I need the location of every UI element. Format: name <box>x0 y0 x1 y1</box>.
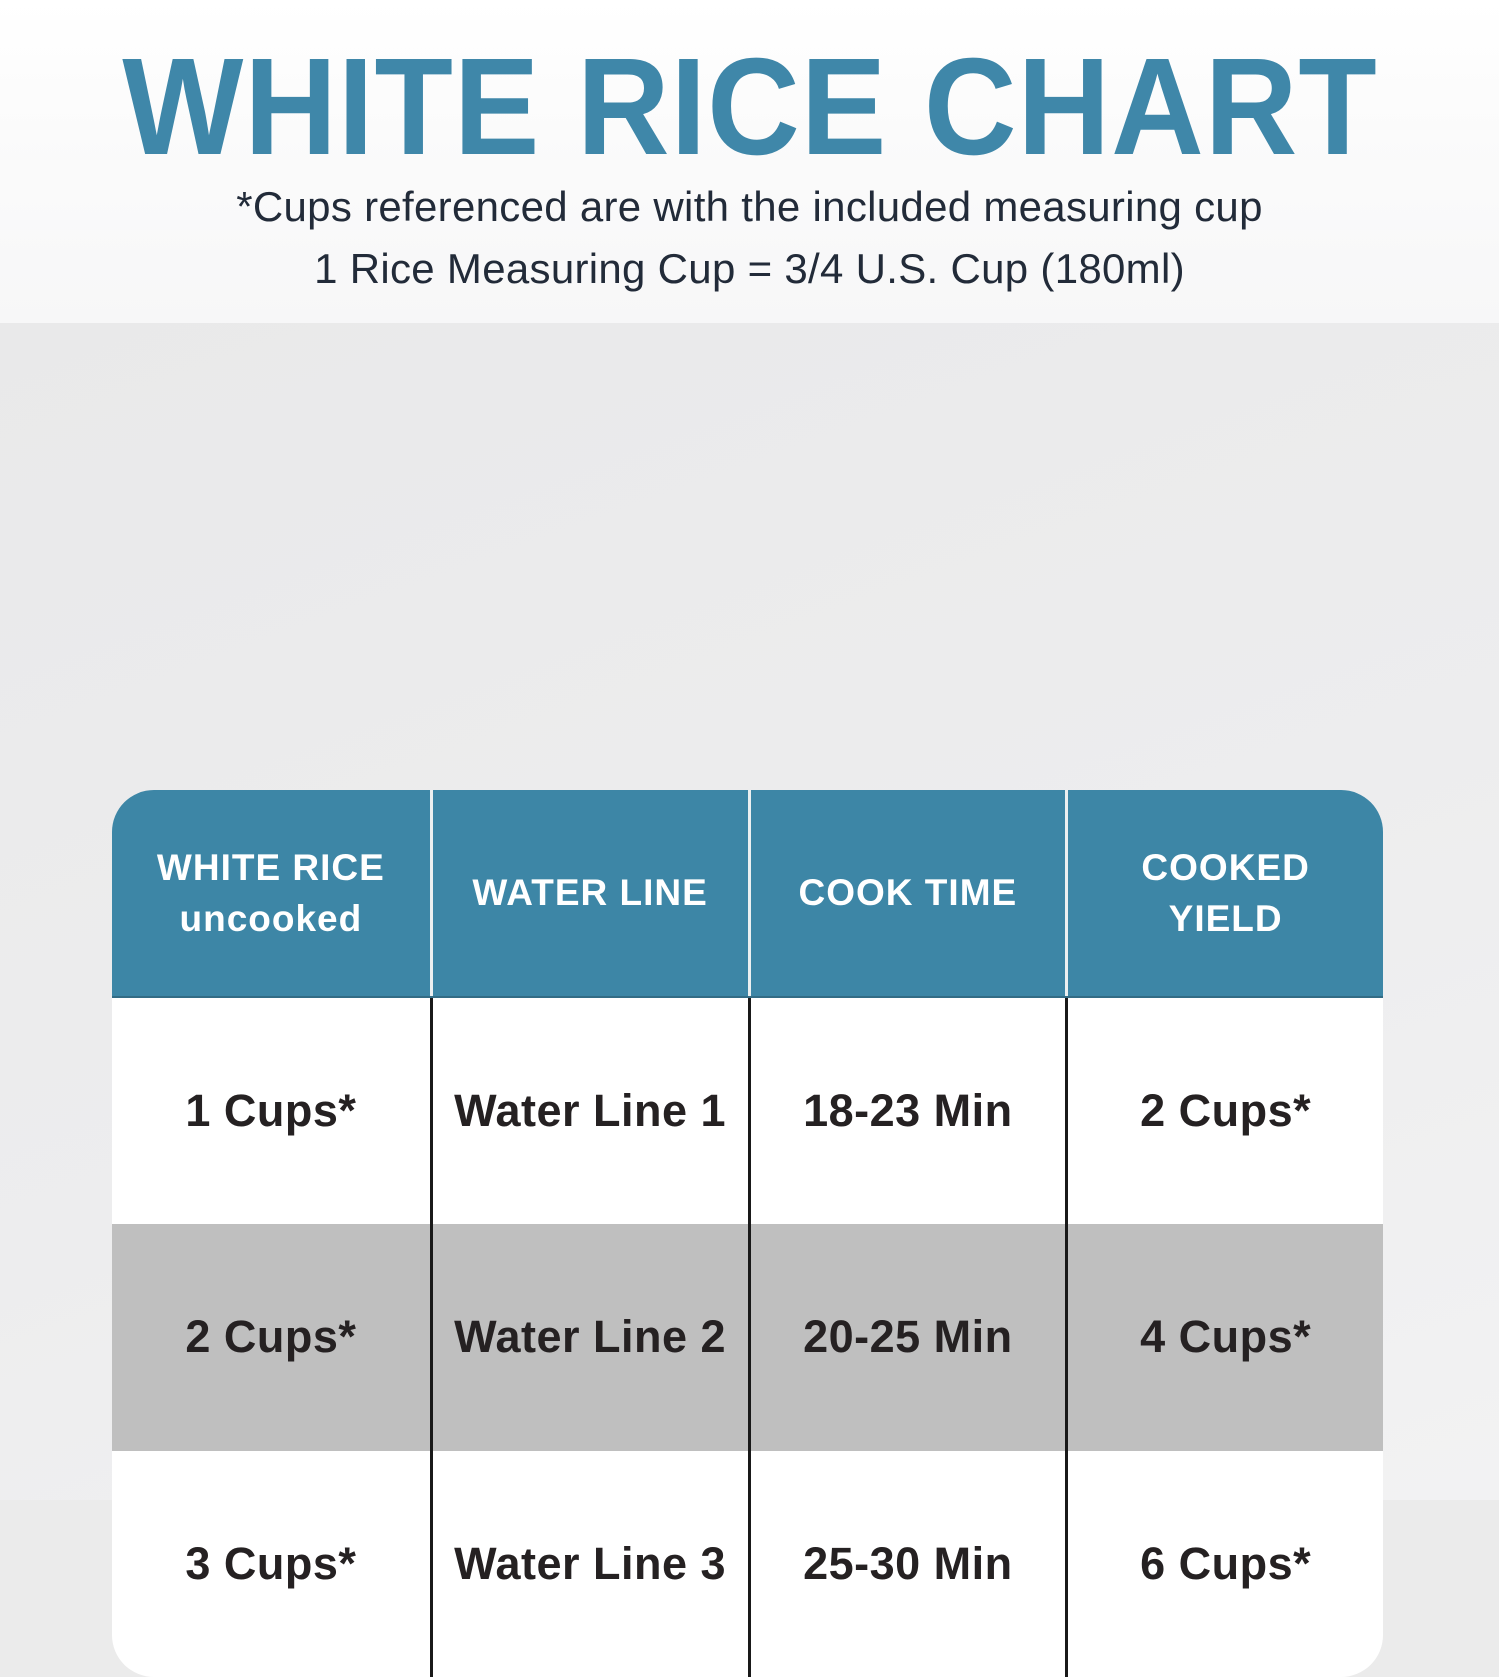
cell-r3-uncooked: 3 Cups* <box>185 1537 357 1589</box>
subtitle-line-2: 1 Rice Measuring Cup = 3/4 U.S. Cup (180… <box>314 244 1185 292</box>
page-title: WHITE RICE CHART <box>121 30 1378 184</box>
header-cooked-yield-line1: COOKED <box>1141 846 1310 888</box>
cell-r1-uncooked: 1 Cups* <box>185 1085 357 1137</box>
cell-r2-water-line: Water Line 2 <box>429 1224 748 1451</box>
rice-cooking-table: WHITE RICE uncooked WATER LINE COOK TIME… <box>112 790 1383 1677</box>
header-white-rice-line1: WHITE RICE <box>156 846 385 888</box>
cell-r3-water-line: Water Line 3 <box>429 1450 748 1677</box>
header-water-line-label: WATER LINE <box>472 872 708 914</box>
title-section: WHITE RICE CHART *Cups referenced are wi… <box>0 0 1499 323</box>
table-header-row: WHITE RICE uncooked WATER LINE COOK TIME… <box>112 790 1383 998</box>
cell-r2-cook-time: 20-25 Min <box>747 1224 1066 1451</box>
cell-r3-yield: 6 Cups* <box>1065 1450 1383 1677</box>
table-row-3: 3 Cups* Water Line 3 25-30 Min 6 Cups* <box>112 1450 1383 1677</box>
header-cooked-yield-line2: YIELD <box>1168 898 1283 939</box>
cell-r2-uncooked: 2 Cups* <box>185 1311 357 1363</box>
header-cell-cook-time: COOK TIME <box>747 790 1066 996</box>
cell-r3-cook-time: 25-30 Min <box>747 1450 1066 1677</box>
cell-r2-yield: 4 Cups* <box>1065 1224 1383 1451</box>
header-cell-water-line: WATER LINE <box>429 790 748 996</box>
header-cook-time-label: COOK TIME <box>798 872 1018 914</box>
cell-r1-cook-time: 18-23 Min <box>747 998 1066 1225</box>
subtitle-line-1: *Cups referenced are with the included m… <box>236 183 1263 230</box>
header-cell-white-rice: WHITE RICE uncooked <box>112 790 430 996</box>
header-white-rice-line2: uncooked <box>179 898 363 939</box>
cell-r1-water-line: Water Line 1 <box>429 998 748 1225</box>
table-row-1: 1 Cups* Water Line 1 18-23 Min 2 Cups* <box>112 998 1383 1225</box>
header-cell-cooked-yield: COOKED YIELD <box>1065 790 1383 996</box>
cell-r1-yield: 2 Cups* <box>1065 998 1383 1225</box>
table-row-2: 2 Cups* Water Line 2 20-25 Min 4 Cups* <box>112 1224 1383 1451</box>
chart-section: WHITE RICE uncooked WATER LINE COOK TIME… <box>0 323 1499 1677</box>
